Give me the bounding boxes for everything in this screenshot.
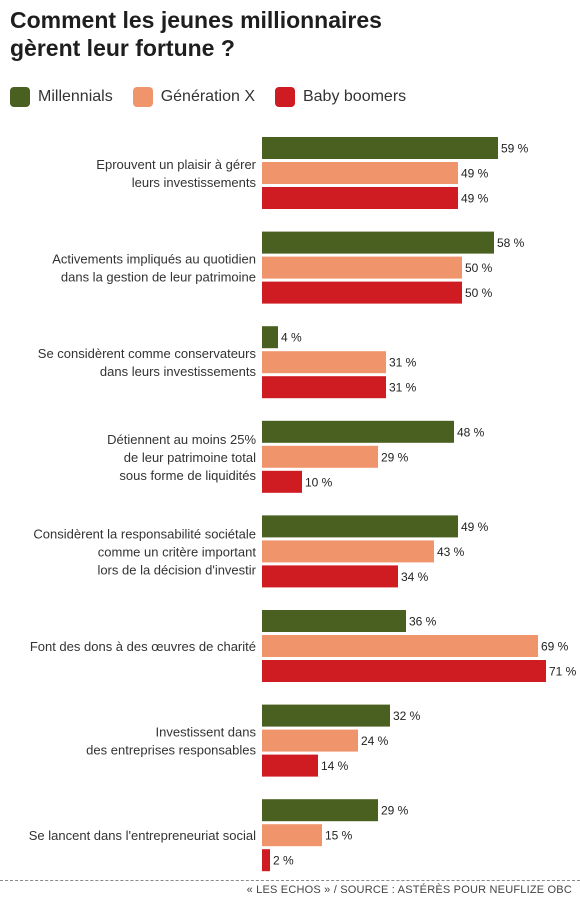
bar-group: Se considèrent comme conservateurs dans l… bbox=[38, 326, 417, 399]
category-label-line: dans leurs investissements bbox=[100, 364, 257, 379]
bar-generation-x bbox=[262, 729, 358, 752]
bar-group: Détiennent au moins 25% de leur patrimoin… bbox=[107, 420, 485, 493]
legend-label-generation-x: Génération X bbox=[160, 88, 255, 105]
data-label-generation-x: 69 % bbox=[541, 640, 569, 654]
bar-generation-x bbox=[262, 540, 434, 563]
category-label-line: Considèrent la responsabilité sociétale bbox=[33, 526, 256, 541]
category-label: Eprouvent un plaisir à gérer leurs invest… bbox=[96, 157, 256, 190]
bar-group: Considèrent la responsabilité sociétale c… bbox=[33, 515, 489, 588]
data-label-baby-boomers: 49 % bbox=[461, 192, 489, 206]
bar-baby-boomers bbox=[262, 660, 546, 682]
source-credit: « LES ECHOS » / SOURCE : ASTÉRÈS POUR NE… bbox=[246, 884, 572, 896]
category-label-line: de leur patrimoine total bbox=[124, 450, 256, 465]
bar-chart: Eprouvent un plaisir à gérer leurs invest… bbox=[29, 137, 577, 872]
data-label-millennials: 4 % bbox=[281, 331, 302, 345]
legend-label-millennials: Millennials bbox=[38, 88, 113, 105]
category-label-line: leurs investissements bbox=[132, 175, 257, 190]
bar-millennials bbox=[262, 610, 406, 632]
bar-group: Investissent dans des entreprises respons… bbox=[86, 704, 421, 777]
data-label-generation-x: 29 % bbox=[381, 450, 409, 464]
bar-group: Se lancent dans l'entrepreneuriat social… bbox=[29, 799, 409, 872]
legend-swatch-generation-x bbox=[132, 87, 153, 107]
category-label-line: Eprouvent un plaisir à gérer bbox=[96, 157, 256, 172]
bar-millennials bbox=[262, 231, 494, 254]
data-label-generation-x: 31 % bbox=[389, 356, 417, 370]
bar-baby-boomers bbox=[262, 565, 398, 588]
bar-millennials bbox=[262, 326, 278, 349]
category-label-line: lors de la décision d'investir bbox=[97, 562, 256, 577]
data-label-generation-x: 50 % bbox=[465, 261, 493, 275]
bar-baby-boomers bbox=[262, 754, 318, 777]
footer-divider bbox=[0, 880, 580, 881]
category-label: Se considèrent comme conservateurs dans l… bbox=[38, 346, 257, 379]
bar-group: Eprouvent un plaisir à gérer leurs invest… bbox=[96, 137, 529, 209]
legend-swatch-baby-boomers bbox=[274, 87, 295, 107]
data-label-baby-boomers: 2 % bbox=[273, 854, 294, 868]
category-label: Investissent dans des entreprises respons… bbox=[86, 725, 256, 758]
data-label-baby-boomers: 34 % bbox=[401, 570, 429, 584]
bar-baby-boomers bbox=[262, 281, 462, 304]
data-label-millennials: 32 % bbox=[393, 709, 421, 723]
data-label-generation-x: 24 % bbox=[361, 734, 389, 748]
category-label: Se lancent dans l'entrepreneuriat social bbox=[29, 828, 256, 843]
chart-title: Comment les jeunes millionnaires gèrent … bbox=[10, 7, 382, 61]
category-label-line: Se considèrent comme conservateurs bbox=[38, 346, 257, 361]
bar-millennials bbox=[262, 137, 498, 159]
data-label-millennials: 36 % bbox=[409, 615, 437, 629]
data-label-baby-boomers: 14 % bbox=[321, 759, 349, 773]
data-label-baby-boomers: 71 % bbox=[549, 665, 577, 679]
data-label-generation-x: 15 % bbox=[325, 829, 353, 843]
bar-generation-x bbox=[262, 445, 378, 468]
category-label-line: Se lancent dans l'entrepreneuriat social bbox=[29, 828, 256, 843]
category-label: Activements impliqués au quotidien dans l… bbox=[52, 252, 256, 285]
data-label-generation-x: 43 % bbox=[437, 545, 465, 559]
data-label-baby-boomers: 31 % bbox=[389, 381, 417, 395]
bar-millennials bbox=[262, 704, 390, 727]
category-label-line: Investissent dans bbox=[156, 725, 257, 740]
legend-item-millennials: Millennials bbox=[10, 87, 113, 107]
bar-baby-boomers bbox=[262, 376, 386, 399]
category-label: Détiennent au moins 25% de leur patrimoin… bbox=[107, 432, 256, 483]
bar-millennials bbox=[262, 799, 378, 822]
category-label-line: comme un critère important bbox=[98, 544, 257, 559]
bar-generation-x bbox=[262, 824, 322, 847]
category-label-line: des entreprises responsables bbox=[86, 743, 256, 758]
legend-label-baby-boomers: Baby boomers bbox=[302, 88, 407, 105]
bar-baby-boomers bbox=[262, 849, 270, 872]
bar-baby-boomers bbox=[262, 187, 458, 209]
data-label-baby-boomers: 50 % bbox=[465, 286, 493, 300]
bar-group: Activements impliqués au quotidien dans l… bbox=[52, 231, 525, 304]
category-label: Considèrent la responsabilité sociétale c… bbox=[33, 526, 256, 577]
data-label-baby-boomers: 10 % bbox=[305, 475, 333, 489]
legend-swatch-millennials bbox=[10, 87, 30, 107]
bar-millennials bbox=[262, 420, 454, 443]
bar-group: Font des dons à des œuvres de charité 36 … bbox=[30, 610, 577, 682]
category-label-line: Détiennent au moins 25% bbox=[107, 432, 256, 447]
bar-generation-x bbox=[262, 162, 458, 184]
data-label-millennials: 48 % bbox=[457, 425, 485, 439]
legend-item-generation-x: Génération X bbox=[132, 87, 255, 107]
category-label-line: Activements impliqués au quotidien bbox=[52, 252, 256, 267]
data-label-millennials: 49 % bbox=[461, 520, 489, 534]
category-label-line: sous forme de liquidités bbox=[119, 468, 256, 483]
bar-generation-x bbox=[262, 256, 462, 279]
data-label-millennials: 29 % bbox=[381, 804, 409, 818]
bar-baby-boomers bbox=[262, 470, 302, 493]
category-label: Font des dons à des œuvres de charité bbox=[30, 639, 256, 654]
bar-millennials bbox=[262, 515, 458, 538]
data-label-millennials: 58 % bbox=[497, 236, 525, 250]
bar-generation-x bbox=[262, 351, 386, 374]
category-label-line: Font des dons à des œuvres de charité bbox=[30, 639, 256, 654]
bar-generation-x bbox=[262, 635, 538, 657]
category-label-line: dans la gestion de leur patrimoine bbox=[61, 270, 256, 285]
data-label-generation-x: 49 % bbox=[461, 167, 489, 181]
data-label-millennials: 59 % bbox=[501, 142, 529, 156]
legend-item-baby-boomers: Baby boomers bbox=[274, 87, 407, 107]
legend: Millennials Génération X Baby boomers bbox=[10, 83, 426, 111]
